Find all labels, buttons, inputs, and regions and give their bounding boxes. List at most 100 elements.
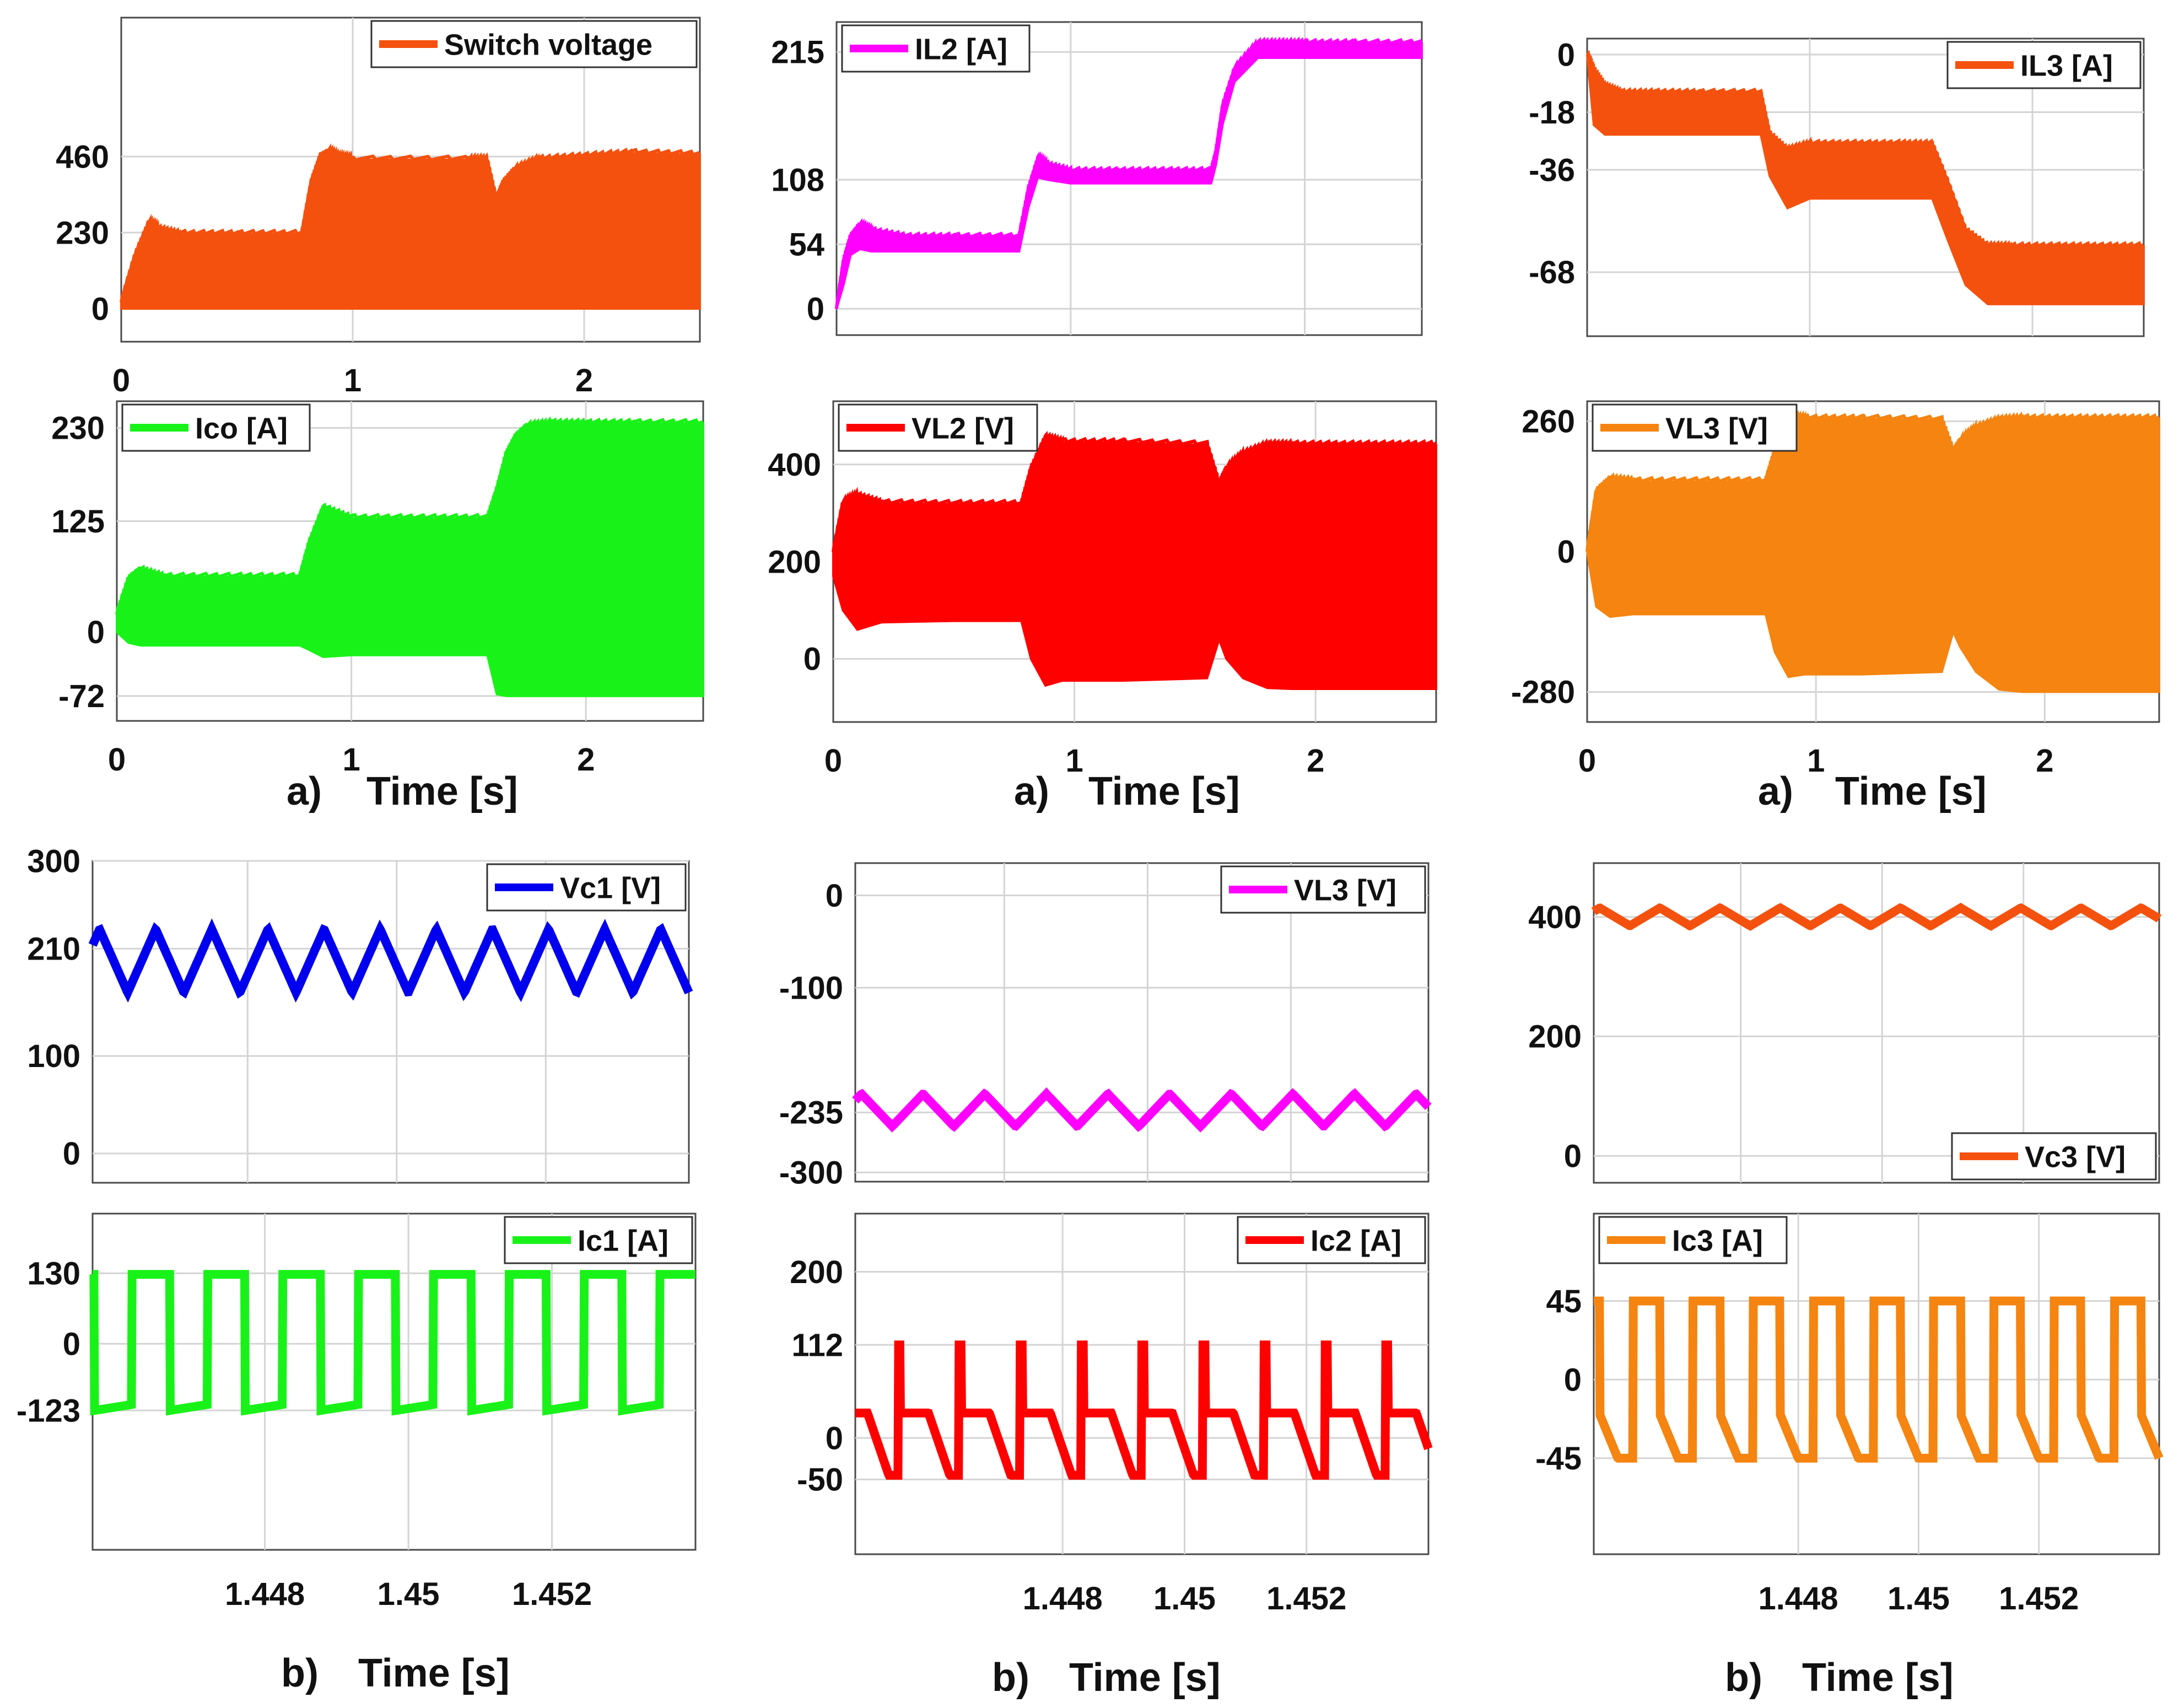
series-line — [855, 1340, 1433, 1480]
legend: Switch voltage — [370, 20, 698, 68]
panel-label-b1: b) — [281, 1651, 319, 1695]
x-tick-label: 2 — [2036, 743, 2053, 779]
y-tick-label: 0 — [63, 1136, 80, 1172]
y-tick-label: 130 — [27, 1256, 80, 1292]
legend-label: VL2 [V] — [911, 412, 1014, 445]
xlabel-b3: Time [s] — [1802, 1656, 1954, 1700]
x-tick-label: 1.448 — [1759, 1581, 1838, 1617]
legend-label: Ic3 [A] — [1672, 1224, 1763, 1257]
y-tick-label: 108 — [771, 162, 824, 198]
y-tick-label: 260 — [1522, 404, 1575, 440]
y-tick-label: 45 — [1546, 1284, 1582, 1319]
legend: Vc3 [V] — [1951, 1132, 2157, 1181]
y-tick-label: 0 — [807, 292, 824, 327]
xlabel-b1: Time [s] — [358, 1651, 510, 1695]
y-tick-label: -45 — [1535, 1441, 1582, 1477]
y-tick-label: -36 — [1529, 152, 1575, 188]
subplot-12: -45 0 45 1.448 1.45 1.452 Ic3 [A] — [1535, 1213, 2164, 1617]
y-tick-label: -300 — [779, 1155, 843, 1191]
y-tick-label: 0 — [1564, 1362, 1582, 1398]
y-tick-label: 112 — [791, 1327, 843, 1363]
subplot-11: -50 0 112 200 1.448 1.45 1.452 Ic2 [A] — [790, 1213, 1433, 1617]
y-tick-label: 125 — [51, 504, 105, 540]
y-tick-label: 210 — [27, 931, 80, 967]
x-tick-label: 1.452 — [512, 1576, 592, 1612]
y-tick-label: 0 — [1557, 37, 1575, 73]
legend-label: VL3 [V] — [1294, 874, 1396, 907]
panel-label-a2: a) — [1014, 769, 1049, 813]
x-tick-label: 1.45 — [377, 1576, 440, 1612]
subplot-2: 0 54 108 215 IL2 [A] — [771, 21, 1423, 336]
row-a-labels: a) Time [s] a) Time [s] a) Time [s] — [287, 769, 1987, 813]
y-tick-label: 300 — [27, 843, 80, 879]
y-tick-label: 230 — [51, 411, 105, 446]
xlabel-a3: Time [s] — [1835, 769, 1987, 813]
series-line — [1591, 902, 2162, 931]
x-tick-label: 0 — [824, 743, 842, 779]
legend: VL2 [V] — [838, 403, 1038, 452]
y-tick-label: 0 — [63, 1326, 80, 1362]
y-tick-label: -18 — [1529, 95, 1575, 131]
x-tick-label: 1.452 — [1266, 1581, 1346, 1617]
y-tick-label: -100 — [779, 970, 843, 1006]
series-noise-edge — [1586, 50, 2145, 250]
legend: IL3 [A] — [1946, 41, 2142, 89]
y-tick-label: 215 — [771, 34, 824, 70]
x-tick-label: 1 — [344, 363, 362, 398]
legend: Ic1 [A] — [504, 1216, 693, 1264]
legend: Ic3 [A] — [1598, 1216, 1788, 1264]
x-tick-label: 1 — [342, 742, 360, 778]
plot-area — [91, 860, 690, 1184]
y-tick-label: 0 — [826, 878, 843, 914]
x-tick-label: 2 — [1307, 743, 1324, 779]
y-tick-label: -123 — [17, 1393, 80, 1429]
legend-label: Vc3 [V] — [2025, 1140, 2126, 1173]
panel-label-a3: a) — [1758, 769, 1793, 813]
x-tick-label: 1 — [1065, 743, 1083, 779]
y-tick-label: 0 — [803, 642, 821, 677]
x-tick-label: 0 — [108, 742, 126, 778]
legend: Ic2 [A] — [1237, 1216, 1426, 1264]
series-noise-edge — [115, 416, 704, 615]
legend-box — [1220, 865, 1426, 914]
y-tick-label: -72 — [58, 678, 105, 714]
series-noise-edge — [832, 430, 1437, 552]
x-tick-label: 1.45 — [1887, 1581, 1950, 1617]
legend: VL3 [V] — [1592, 403, 1798, 452]
y-tick-label: 200 — [1528, 1019, 1582, 1055]
legend-label: Switch voltage — [444, 28, 652, 61]
y-tick-label: -50 — [797, 1462, 843, 1498]
x-tick-label: 1.452 — [1999, 1581, 2079, 1617]
series-line — [88, 918, 693, 1003]
xlabel-a1: Time [s] — [366, 769, 518, 813]
series-line — [852, 1087, 1432, 1133]
x-tick-label: 0 — [112, 363, 130, 398]
xlabel-a2: Time [s] — [1088, 769, 1240, 813]
legend-label: Ico [A] — [195, 412, 288, 445]
y-tick-label: 400 — [1528, 899, 1582, 935]
series-line — [89, 1270, 695, 1416]
legend-label: Ic2 [A] — [1310, 1224, 1401, 1257]
series-noise-edge — [1585, 408, 2160, 552]
subplot-5: 0 200 400 0 1 2 VL2 [V] — [768, 400, 1437, 779]
x-tick-label: 1.45 — [1153, 1581, 1216, 1617]
y-tick-label: 100 — [27, 1038, 80, 1074]
y-tick-label: -68 — [1529, 255, 1575, 290]
y-tick-label: 54 — [789, 227, 824, 263]
x-tick-label: 0 — [1578, 743, 1596, 779]
y-tick-label: 0 — [91, 291, 109, 327]
y-tick-label: 0 — [1557, 534, 1575, 570]
x-tick-label: 1.448 — [1023, 1581, 1103, 1617]
x-tick-label: 2 — [575, 363, 593, 398]
y-tick-label: 0 — [1564, 1139, 1582, 1174]
y-tick-label: 400 — [768, 447, 821, 483]
legend: Ico [A] — [121, 403, 311, 452]
y-tick-label: 460 — [56, 139, 109, 175]
y-tick-label: 230 — [56, 215, 109, 251]
subplot-3: -68 -36 -18 0 IL3 [A] — [1529, 37, 2145, 337]
panel-label-b3: b) — [1725, 1656, 1762, 1700]
legend-label: IL2 [A] — [915, 33, 1007, 66]
